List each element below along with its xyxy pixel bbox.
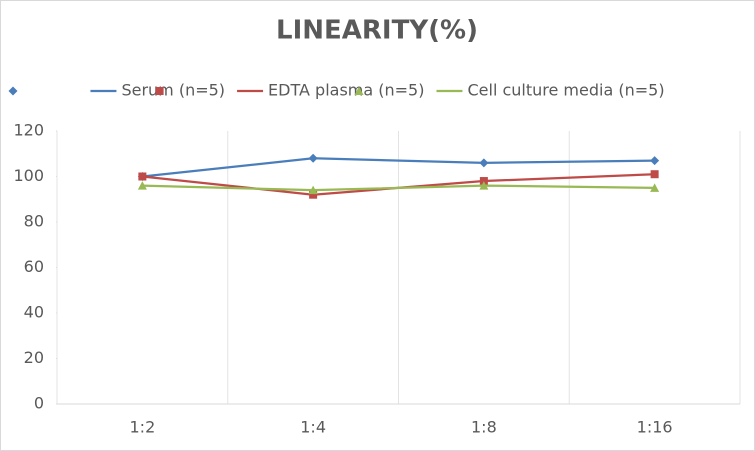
- y-tick-label: 120: [13, 121, 44, 140]
- marker: [8, 86, 18, 96]
- marker: [155, 87, 164, 95]
- y-tick-label: 100: [13, 166, 44, 185]
- x-tick-label: 1:4: [300, 418, 326, 437]
- series-line: [142, 184, 655, 192]
- y-tick-label: 20: [24, 348, 44, 367]
- marker: [650, 156, 660, 166]
- marker: [650, 170, 659, 179]
- y-tick-label: 0: [34, 394, 44, 413]
- y-tick-label: 60: [24, 257, 44, 276]
- marker: [137, 181, 147, 190]
- marker: [354, 86, 364, 95]
- legend-label: Serum (n=5): [121, 81, 225, 100]
- x-tick-label: 1:8: [471, 418, 497, 437]
- y-tick-label: 80: [24, 212, 44, 231]
- legend: Serum (n=5) EDTA plasma (n=5) Cell culture…: [90, 81, 665, 100]
- marker: [308, 153, 318, 163]
- legend-label: EDTA plasma (n=5): [268, 81, 424, 100]
- legend-label: Cell culture media (n=5): [467, 81, 664, 100]
- series-line: [142, 157, 655, 178]
- y-tick-label: 40: [24, 303, 44, 322]
- x-tick-label: 1:16: [637, 418, 673, 437]
- marker: [650, 183, 660, 192]
- marker: [479, 177, 488, 186]
- marker: [308, 185, 318, 195]
- x-tick-label: 1:2: [130, 418, 156, 437]
- marker: [479, 181, 489, 190]
- marker: [479, 158, 489, 168]
- marker: [138, 172, 147, 181]
- marker: [309, 190, 318, 199]
- chart-title: LINEARITY(%): [276, 16, 478, 46]
